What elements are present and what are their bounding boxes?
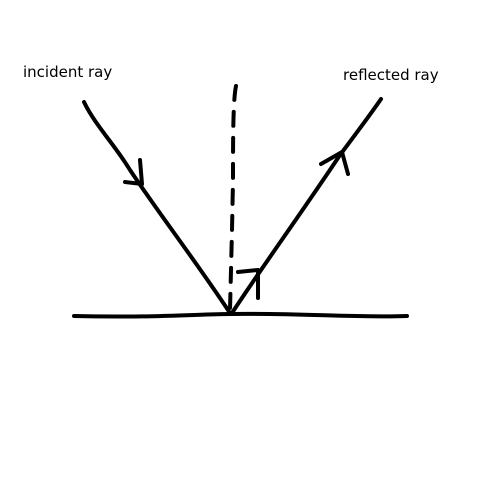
incident-ray-line [82,100,232,315]
normal-dashed-line [228,84,238,312]
reflected-arrow-lower-icon [236,268,260,300]
reflected-ray-label: reflected ray [343,66,439,84]
mirror-surface-line [72,311,409,319]
incident-arrow-icon [123,158,144,186]
incident-ray-label: incident ray [23,63,113,81]
reflected-ray-line [230,97,383,315]
reflected-arrow-upper-icon [319,150,350,176]
